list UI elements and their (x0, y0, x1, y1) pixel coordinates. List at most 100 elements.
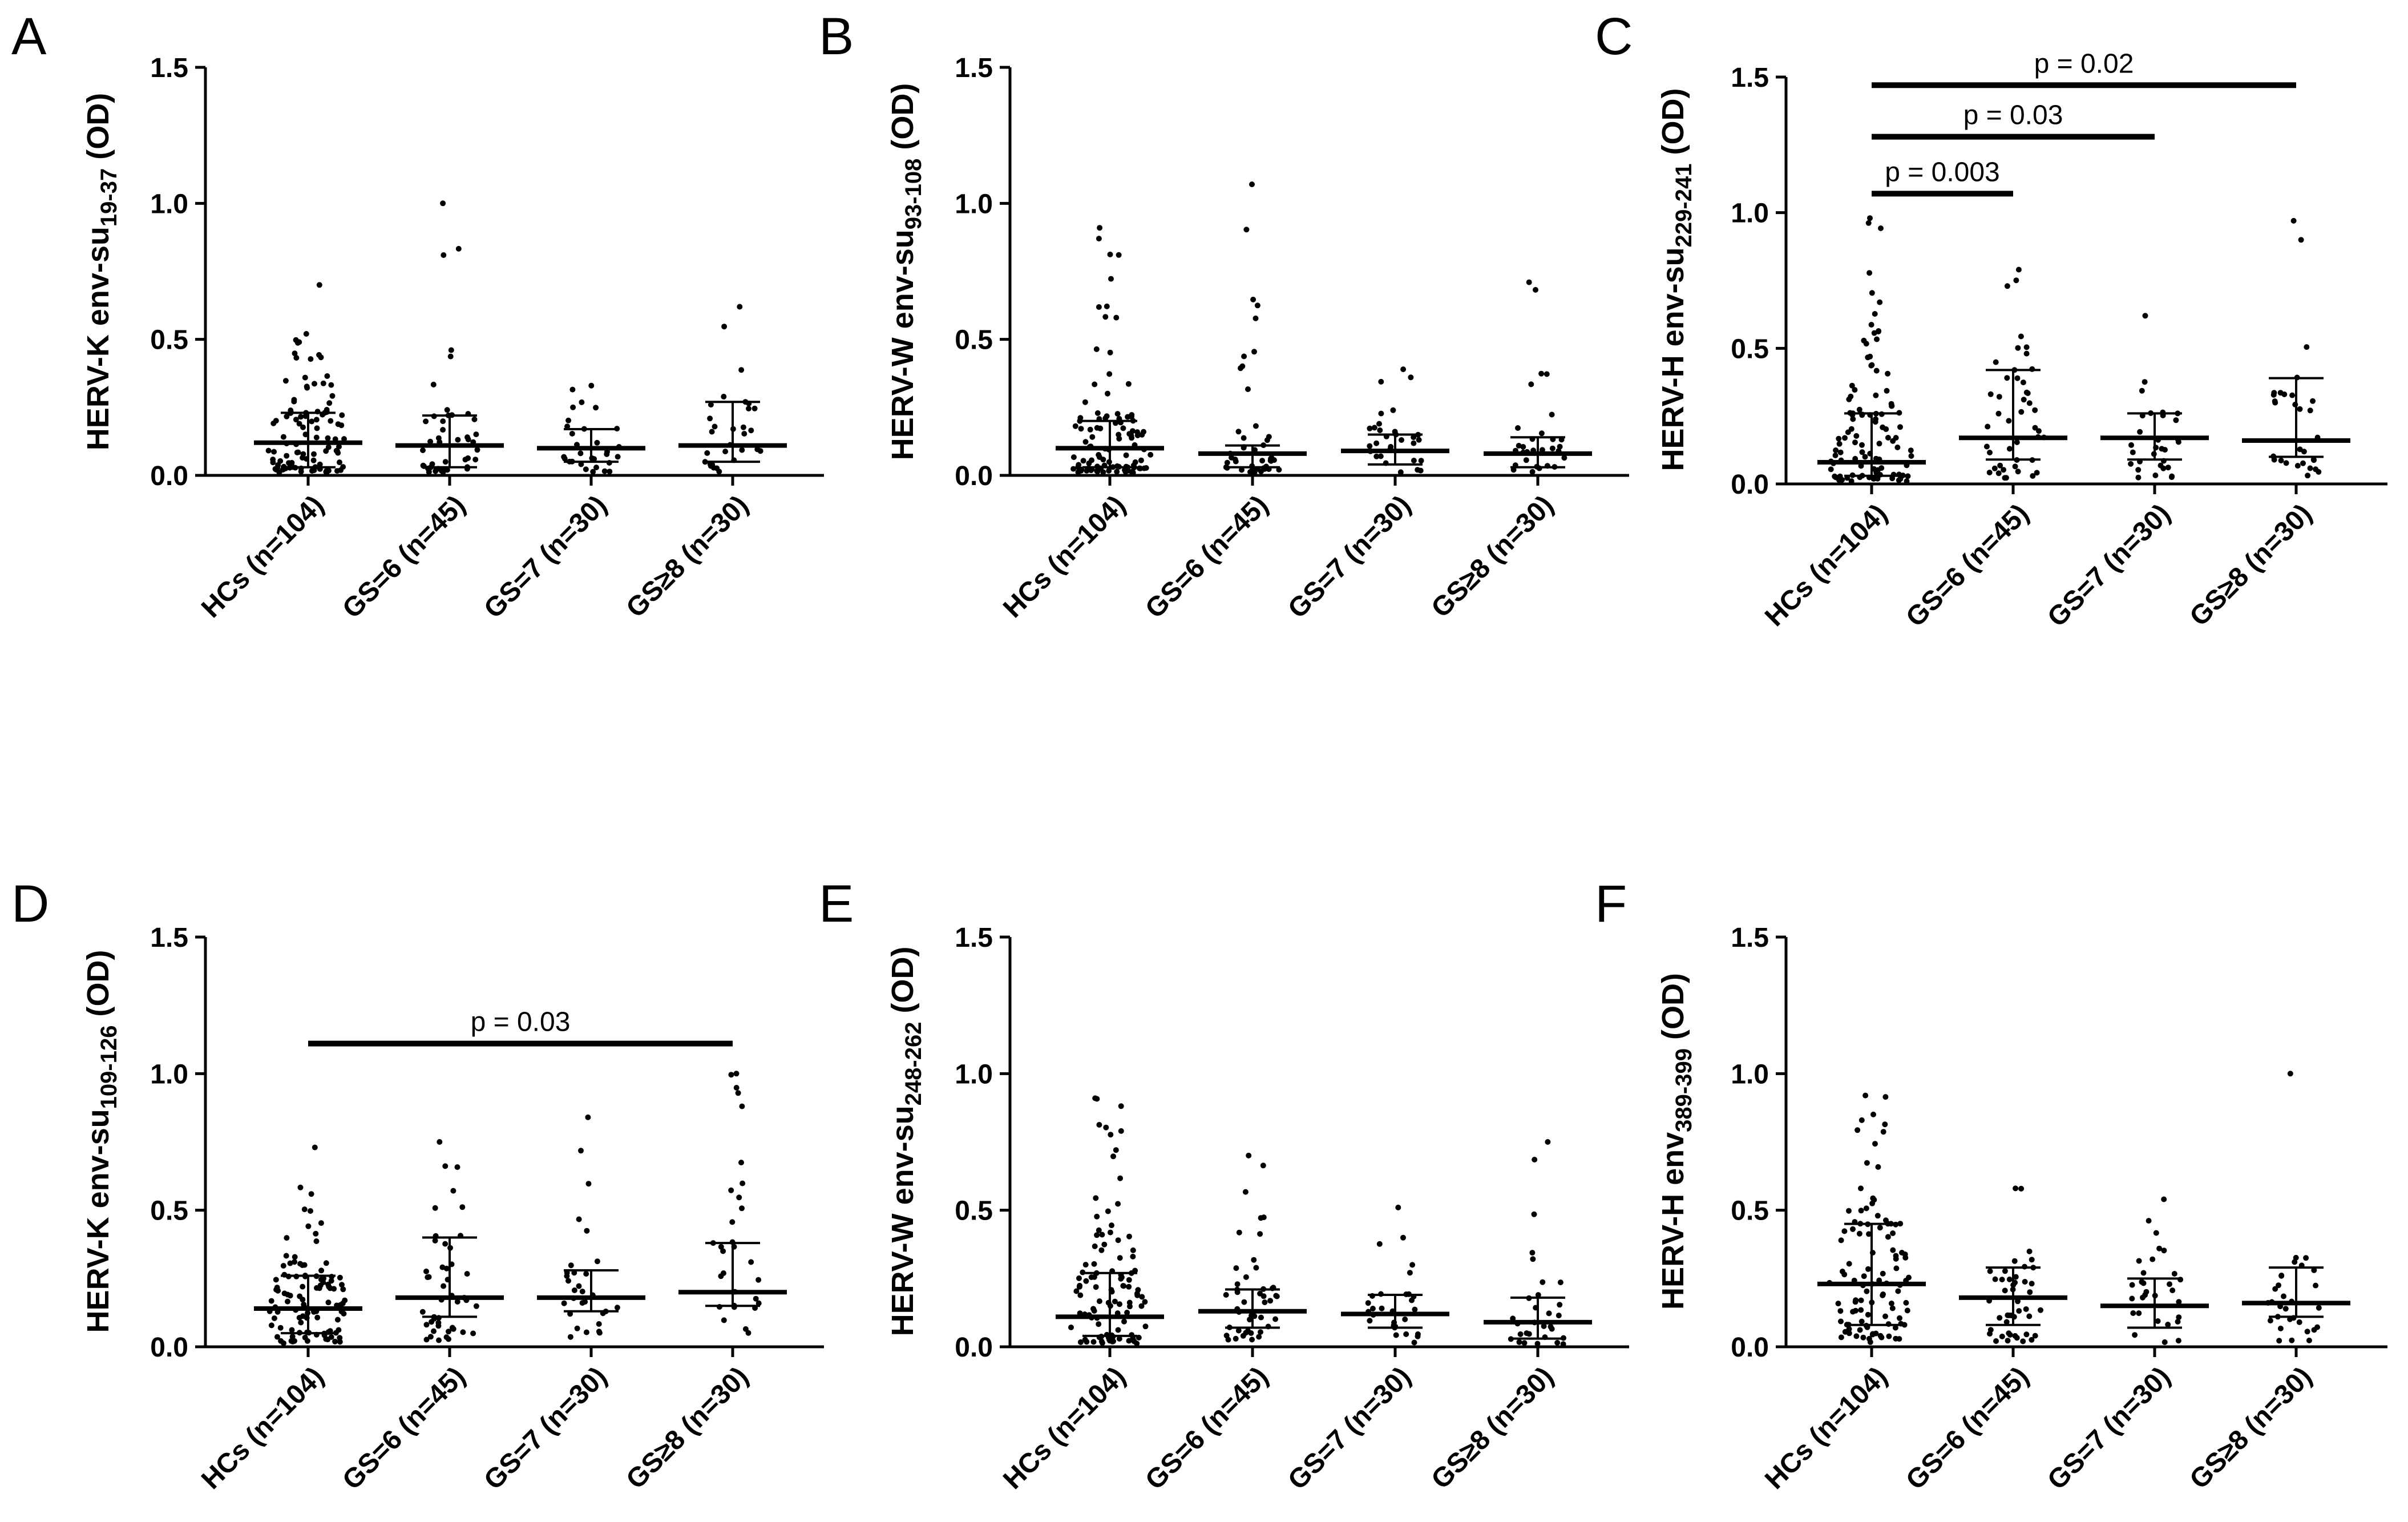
data-point (1076, 1275, 1082, 1281)
data-point (1121, 1318, 1127, 1325)
data-point (1120, 425, 1126, 431)
data-point (2018, 1185, 2025, 1192)
data-point (1900, 473, 1906, 479)
data-point (323, 1260, 329, 1266)
data-point (1868, 322, 1874, 328)
data-point (1110, 1153, 1116, 1160)
data-point (340, 1286, 346, 1293)
data-point (1557, 443, 1563, 450)
data-point (1895, 1288, 1901, 1294)
data-point (1870, 1111, 1876, 1117)
series-group (537, 382, 645, 475)
data-point (1875, 1164, 1881, 1170)
data-point (325, 1281, 331, 1287)
data-point (739, 1103, 745, 1109)
data-point (1841, 1228, 1848, 1234)
data-point (1833, 447, 1839, 453)
data-point (1243, 227, 1250, 233)
data-point (1838, 1237, 1844, 1244)
data-point (1409, 1262, 1416, 1268)
x-category-label: GS≥8 (n=30) (1425, 1361, 1559, 1495)
data-point (1249, 1337, 1255, 1343)
data-point (431, 1328, 437, 1334)
data-point (2003, 475, 2009, 481)
y-tick-label: 0.0 (1731, 1333, 1769, 1363)
data-point (325, 444, 332, 450)
data-point (2305, 473, 2311, 479)
y-tick-label: 0.5 (150, 1196, 188, 1226)
data-point (1096, 1321, 1102, 1327)
data-point (473, 1303, 479, 1309)
data-point (437, 1139, 443, 1145)
significance-label: p = 0.03 (471, 1007, 571, 1037)
data-point (328, 1334, 334, 1340)
data-point (1114, 411, 1121, 417)
data-point (1268, 455, 1275, 461)
data-point (1896, 1336, 1902, 1342)
data-point (1109, 1222, 1114, 1229)
series-group (395, 200, 504, 475)
data-point (1867, 215, 1873, 221)
data-point (2307, 407, 2313, 414)
data-point (337, 459, 342, 466)
data-point (287, 1260, 293, 1266)
x-category-label: GS=7 (n=30) (2042, 1361, 2176, 1496)
data-point (1846, 1326, 1852, 1332)
data-point (1367, 1318, 1373, 1324)
data-point (273, 1286, 280, 1293)
data-point (1242, 1189, 1249, 1195)
data-point (1894, 445, 1901, 450)
x-category-label: GS=7 (n=30) (478, 490, 613, 624)
data-point (2006, 1276, 2013, 1282)
data-point (265, 447, 272, 454)
data-point (585, 1114, 591, 1120)
data-point (1249, 467, 1255, 473)
data-point (1841, 1271, 1848, 1278)
data-point (2296, 1319, 2302, 1325)
data-point (2030, 473, 2036, 479)
data-point (1137, 465, 1144, 471)
data-point (1096, 304, 1102, 310)
data-point (1253, 1265, 1259, 1271)
data-point (576, 1216, 582, 1222)
data-point (1903, 1299, 1909, 1306)
data-point (2032, 1333, 2038, 1339)
x-category-label: GS=6 (n=45) (1140, 1361, 1274, 1496)
data-point (2287, 1071, 2293, 1077)
data-point (561, 1300, 567, 1306)
data-point (1549, 411, 1555, 418)
y-tick-label: 0.0 (1731, 470, 1769, 500)
data-point (1852, 1307, 1858, 1314)
data-point (1243, 1274, 1249, 1280)
y-tick-label: 0.5 (955, 325, 993, 356)
data-point (1859, 449, 1865, 455)
data-point (455, 437, 461, 443)
data-point (292, 350, 298, 357)
data-point (1094, 468, 1100, 474)
data-point (1089, 434, 1096, 440)
data-point (1094, 1096, 1100, 1102)
data-point (2023, 1306, 2029, 1312)
data-point (2157, 462, 2164, 469)
data-point (2303, 1255, 2309, 1261)
y-axis-title-unit: (OD) (81, 93, 115, 168)
data-point (1253, 315, 1259, 321)
data-point (1876, 441, 1882, 447)
data-point (472, 457, 479, 463)
data-point (1535, 1292, 1541, 1298)
data-point (1853, 433, 1860, 439)
data-point (1078, 426, 1084, 432)
x-category-label: HCs (n=104) (997, 490, 1132, 624)
data-point (2132, 1332, 2138, 1338)
data-point (332, 1338, 338, 1345)
data-point (427, 438, 434, 445)
data-point (429, 1319, 435, 1325)
data-point (2307, 465, 2313, 471)
data-point (278, 1338, 284, 1344)
data-point (337, 1274, 343, 1281)
data-point (1070, 466, 1077, 472)
data-point (300, 1283, 306, 1290)
data-point (1096, 452, 1102, 458)
data-point (1254, 302, 1260, 309)
data-point (585, 1181, 592, 1187)
